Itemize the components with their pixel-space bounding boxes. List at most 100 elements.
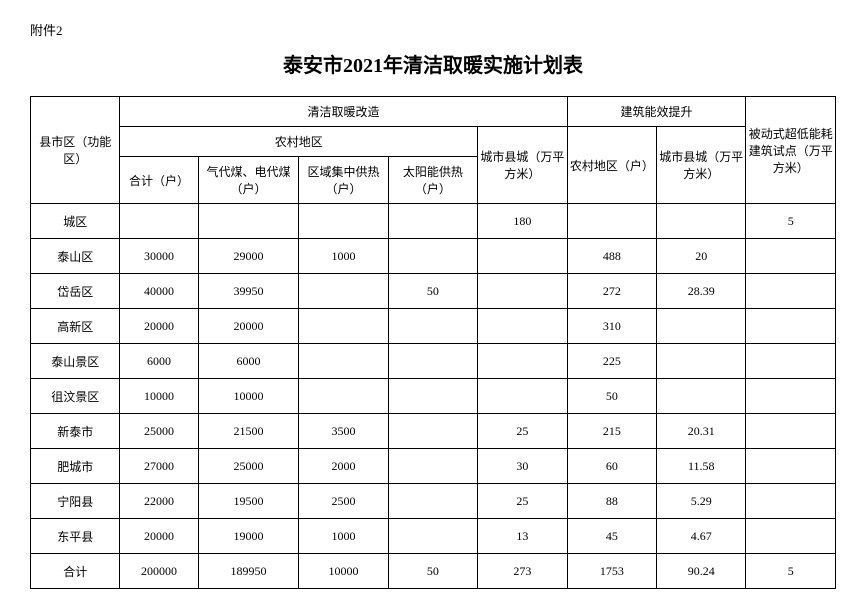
cell-gas_elec: 189950 [198,554,299,589]
cell-passive [746,519,836,554]
cell-region: 泰山区 [31,239,120,274]
cell-passive [746,414,836,449]
table-row: 城区 180 5 [31,204,836,239]
table-row: 合计2000001899501000050273175390.245 [31,554,836,589]
cell-urban_eff [657,309,746,344]
cell-region: 新泰市 [31,414,120,449]
cell-gas_elec: 19500 [198,484,299,519]
cell-district_heat: 2500 [299,484,388,519]
header-rural-area: 农村地区 [120,127,478,157]
header-region: 县市区（功能区） [31,97,120,204]
cell-passive: 5 [746,204,836,239]
cell-solar_heat [388,519,477,554]
cell-gas_elec: 10000 [198,379,299,414]
table-row: 肥城市27000250002000306011.58 [31,449,836,484]
cell-total: 6000 [120,344,198,379]
cell-rural_hh: 45 [567,519,656,554]
cell-urban_eff: 90.24 [657,554,746,589]
cell-district_heat [299,204,388,239]
cell-urban_county [478,309,568,344]
header-clean-heating: 清洁取暖改造 [120,97,567,127]
cell-district_heat: 1000 [299,239,388,274]
cell-solar_heat [388,344,477,379]
cell-rural_hh: 50 [567,379,656,414]
cell-solar_heat [388,449,477,484]
table-row: 东平县2000019000100013454.67 [31,519,836,554]
cell-total [120,204,198,239]
cell-gas_elec: 20000 [198,309,299,344]
cell-total: 22000 [120,484,198,519]
cell-gas_elec: 6000 [198,344,299,379]
cell-total: 27000 [120,449,198,484]
cell-solar_heat: 50 [388,554,477,589]
cell-urban_county: 25 [478,414,568,449]
page-title: 泰安市2021年清洁取暖实施计划表 [30,49,836,78]
cell-passive [746,239,836,274]
cell-total: 30000 [120,239,198,274]
cell-region: 东平县 [31,519,120,554]
cell-region: 泰山景区 [31,344,120,379]
header-solar-heat: 太阳能供热（户） [388,157,477,204]
cell-total: 10000 [120,379,198,414]
header-urban-county: 城市县城（万平方米） [478,127,568,204]
plan-table: 县市区（功能区） 清洁取暖改造 建筑能效提升 被动式超低能耗建筑试点（万平方米）… [30,96,836,589]
cell-total: 20000 [120,519,198,554]
cell-district_heat [299,379,388,414]
table-body: 城区1805泰山区3000029000100048820岱岳区400003995… [31,204,836,589]
cell-urban_eff: 11.58 [657,449,746,484]
cell-district_heat: 10000 [299,554,388,589]
cell-urban_eff [657,379,746,414]
table-row: 徂汶景区100001000050 [31,379,836,414]
cell-rural_hh [567,204,656,239]
cell-region: 岱岳区 [31,274,120,309]
cell-urban_county [478,274,568,309]
cell-rural_hh: 310 [567,309,656,344]
cell-rural_hh: 1753 [567,554,656,589]
cell-urban_county [478,379,568,414]
cell-urban_county: 273 [478,554,568,589]
attachment-label: 附件2 [30,20,836,39]
cell-district_heat: 2000 [299,449,388,484]
cell-urban_eff: 5.29 [657,484,746,519]
cell-rural_hh: 88 [567,484,656,519]
table-header: 县市区（功能区） 清洁取暖改造 建筑能效提升 被动式超低能耗建筑试点（万平方米）… [31,97,836,204]
cell-gas_elec: 19000 [198,519,299,554]
cell-urban_eff [657,344,746,379]
cell-solar_heat: 50 [388,274,477,309]
cell-urban_eff: 20.31 [657,414,746,449]
header-passive: 被动式超低能耗建筑试点（万平方米） [746,97,836,204]
cell-region: 肥城市 [31,449,120,484]
cell-gas_elec: 29000 [198,239,299,274]
cell-region: 合计 [31,554,120,589]
cell-urban_county: 30 [478,449,568,484]
cell-total: 25000 [120,414,198,449]
cell-rural_hh: 225 [567,344,656,379]
cell-urban_eff [657,204,746,239]
cell-rural_hh: 60 [567,449,656,484]
cell-rural_hh: 488 [567,239,656,274]
cell-passive [746,379,836,414]
cell-region: 城区 [31,204,120,239]
cell-gas_elec [198,204,299,239]
cell-region: 宁阳县 [31,484,120,519]
cell-passive [746,344,836,379]
cell-urban_county: 25 [478,484,568,519]
cell-region: 徂汶景区 [31,379,120,414]
cell-urban_eff: 20 [657,239,746,274]
cell-passive [746,449,836,484]
cell-total: 40000 [120,274,198,309]
header-rural-hh: 农村地区（户） [567,127,656,204]
cell-district_heat: 3500 [299,414,388,449]
cell-district_heat [299,344,388,379]
cell-urban_county: 180 [478,204,568,239]
cell-urban_eff: 4.67 [657,519,746,554]
cell-urban_county [478,239,568,274]
cell-urban_county: 13 [478,519,568,554]
table-row: 新泰市250002150035002521520.31 [31,414,836,449]
cell-region: 高新区 [31,309,120,344]
header-district-heat: 区域集中供热（户） [299,157,388,204]
header-gas-elec: 气代煤、电代煤（户） [198,157,299,204]
table-row: 泰山景区60006000225 [31,344,836,379]
cell-urban_county [478,344,568,379]
table-row: 宁阳县22000195002500 25885.29 [31,484,836,519]
